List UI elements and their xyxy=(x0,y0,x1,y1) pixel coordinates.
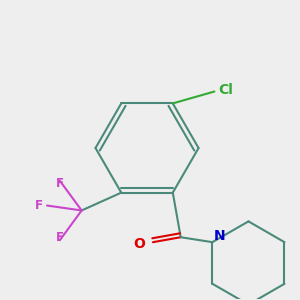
Text: F: F xyxy=(35,199,43,212)
Text: F: F xyxy=(56,177,64,190)
Text: Cl: Cl xyxy=(218,82,233,97)
Text: F: F xyxy=(56,231,64,244)
Text: O: O xyxy=(133,237,145,251)
Text: N: N xyxy=(213,229,225,243)
